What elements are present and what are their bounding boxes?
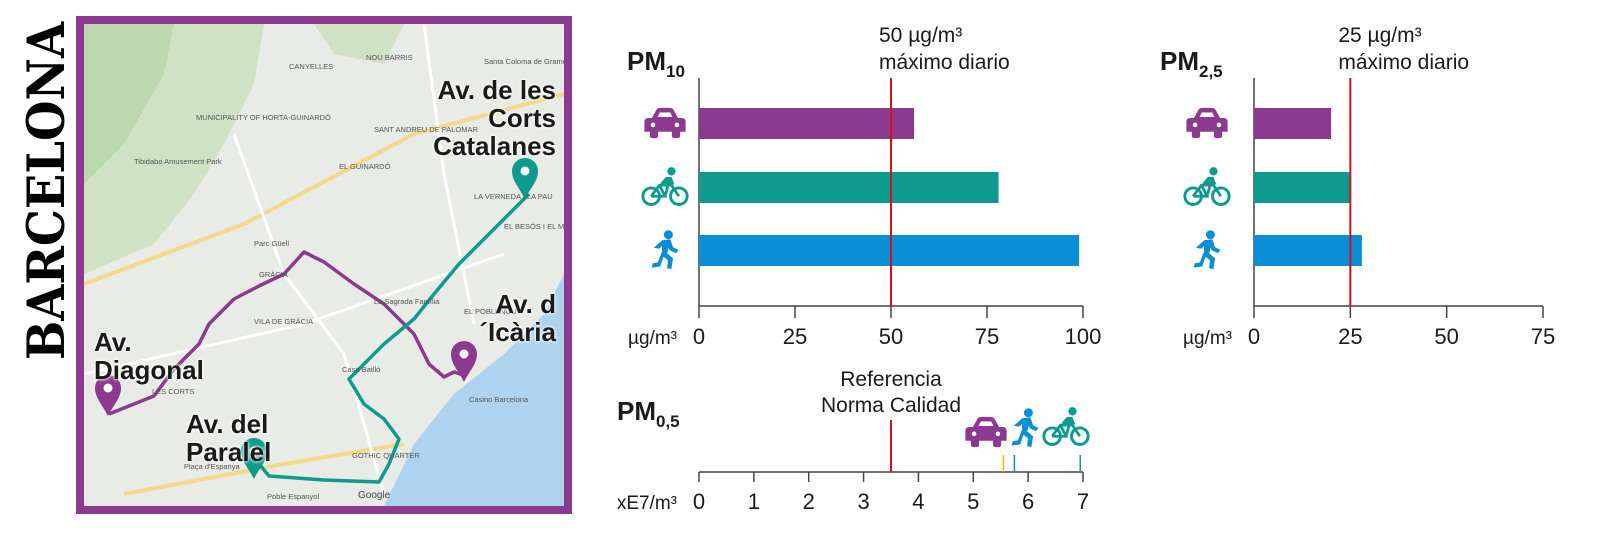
pm10-chart: PM10 0 25 50 75 100 µg/m³ 50 µg/m³ máximo diario [627,24,1101,349]
map-road [232,133,386,495]
label-paralel: Av. del Paralel [186,409,272,467]
pm10-tick-label: 0 [693,324,705,349]
pm05-reference-label: Referencia [840,368,942,391]
vertical-title: BARCELONA [17,21,68,360]
basemap-label: Parc Güell [254,239,289,248]
pm05-tick-label: 3 [857,489,869,514]
pm05-tick-label: 5 [967,489,979,514]
basemap-label: GRÀCIA [259,270,288,279]
pm25-tick-label: 25 [1338,324,1362,349]
pm10-tick-label: 100 [1065,324,1102,349]
pm05-tick-label: 0 [693,489,705,514]
walk-icon [651,230,679,270]
car-icon [644,107,686,139]
basemap-label: EL POBLENOU [464,307,517,316]
basemap-label: Plaça d'Espanya [184,462,240,471]
basemap-label: Santa Coloma de Gramenet [484,57,564,66]
pin-paralel-icon [241,438,267,479]
pm25-reference-label: 25 µg/m³ [1338,24,1421,47]
map-basemap: NOU BARRIS CANYELLES Santa Coloma de Gra… [84,24,564,506]
pm10-bar-walk [699,235,1080,266]
basemap-label: GOTHIC QUARTER [352,451,420,460]
map-park-area [314,24,404,64]
walk-icon [1011,408,1039,448]
bike-icon [1183,166,1231,207]
pm25-unit-label: µg/m³ [1183,328,1232,349]
route-map: NOU BARRIS CANYELLES Santa Coloma de Gra… [76,16,572,514]
label-diagonal: Av. Diagonal [94,327,204,385]
pm10-tick-label: 50 [879,324,903,349]
route-bike [257,192,531,484]
pm05-tick-label: 2 [803,489,815,514]
pm10-reference-label: máximo diario [879,51,1010,74]
pm10-bar-bike [699,172,999,203]
basemap-label: Poble Espanyol [267,492,319,501]
pm25-tick-label: 75 [1531,324,1555,349]
basemap-label: CANYELLES [289,62,333,71]
map-road [123,442,405,496]
pm25-tick-label: 0 [1248,324,1260,349]
map-park-area [84,24,174,184]
google-attribution: Google [358,490,391,501]
pm25-tick-label: 50 [1434,324,1458,349]
pm10-title: PM10 [627,46,685,81]
pm10-unit-label: µg/m³ [628,328,677,349]
route-car [108,250,467,416]
pm25-bar-bike [1254,172,1351,203]
basemap-label: EL GUINARDÓ [339,162,391,171]
pm25-chart: PM2,5 0 25 50 75 µg/m³ 25 µg/m³ máximo diario [1160,24,1555,349]
title-text: BARCELONA [17,21,68,360]
pm25-bar-car [1254,108,1332,139]
basemap-label: LES CORTS [152,387,194,396]
basemap-label: EL BESÒS I EL MARESME [504,222,564,231]
pin-diagonal-icon [95,375,121,416]
pm05-unit-label: xE7/m³ [617,493,677,514]
label-icaria: Av. d´Icària [479,289,556,347]
basemap-label: SANT ANDREU DE PALOMAR [374,125,478,134]
pin-icaria-icon [451,341,477,382]
bike-icon [641,166,689,207]
map-road [84,252,505,376]
label-corts-catalanes: Av. de les Corts Catalanes [433,75,556,161]
basemap-label: Casa Batlló [342,365,380,374]
pin-corts-catalanes-icon [512,158,538,199]
pm10-reference-label: 50 µg/m³ [879,24,962,47]
map-road [84,92,564,286]
pm10-tick-label: 75 [975,324,999,349]
basemap-label: La Sagrada Família [374,297,440,306]
basemap-label: VILA DE GRÀCIA [254,317,313,326]
pm25-reference-label: máximo diario [1338,51,1469,74]
pm05-tick-label: 6 [1022,489,1034,514]
pm05-chart: PM0,5 0 1 2 3 4 5 6 7 xE7/m³ Referencia Norma Calid… [617,368,1090,514]
pm10-tick-label: 25 [783,324,807,349]
pm05-tick-label: 1 [748,489,760,514]
pm10-bar-car [699,108,915,139]
pm05-reference-label: Norma Calidad [821,394,961,417]
car-icon [965,416,1007,448]
walk-icon [1193,230,1221,270]
basemap-label: LA VERNEDA I LA PAU [474,192,553,201]
basemap-label: MUNICIPALITY OF HORTA-GUINARDÓ [196,113,331,122]
car-icon [1186,107,1228,139]
map-water [384,274,564,506]
pm05-title: PM0,5 [617,396,680,431]
basemap-label: Tibidabo Amusement Park [134,157,222,166]
basemap-label: NOU BARRIS [366,53,413,62]
map-road [422,24,476,325]
pm05-tick-label: 7 [1077,489,1089,514]
pm05-tick-label: 4 [912,489,924,514]
pm25-title: PM2,5 [1160,46,1223,81]
basemap-label: Casino Barcelona [469,395,529,404]
pm25-bar-walk [1254,235,1362,266]
bike-icon [1042,406,1090,447]
